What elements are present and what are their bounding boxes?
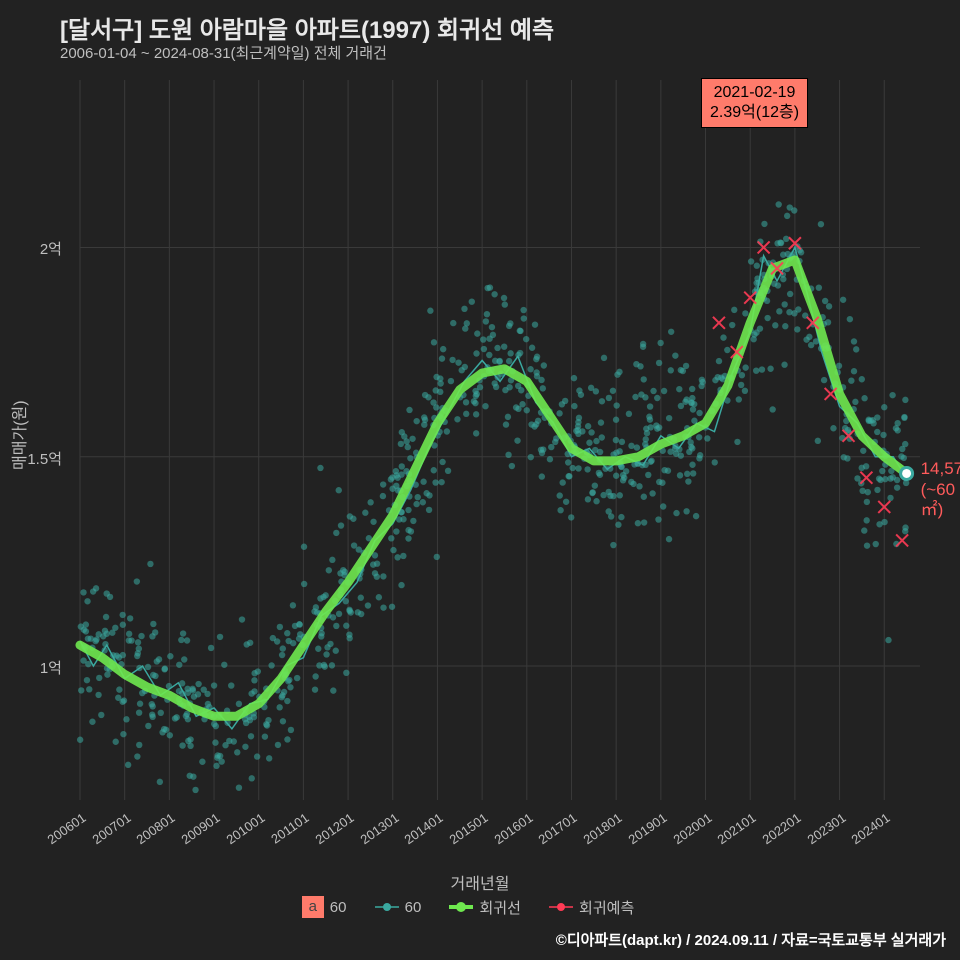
end-value-label: 14,575 (~60㎡) xyxy=(921,459,960,520)
legend-box-a: a xyxy=(302,896,324,918)
end-size: (~60㎡) xyxy=(921,480,956,519)
legend: a 60 60 회귀선 회귀예측 xyxy=(0,896,960,918)
highlight-tooltip: 2021-02-19 2.39억(12층) xyxy=(701,78,808,128)
y-tick-label: 2억 xyxy=(8,238,62,259)
legend-pred-icon xyxy=(549,900,573,914)
credit-line: ©디아파트(dapt.kr) / 2024.09.11 / 자료=국토교통부 실… xyxy=(556,929,946,950)
chart-subtitle: 2006-01-04 ~ 2024-08-31(최근계약일) 전체 거래건 xyxy=(60,42,387,63)
chart-title: [달서구] 도원 아람마을 아파트(1997) 회귀선 예측 xyxy=(60,10,554,45)
legend-a-label: 60 xyxy=(330,899,347,916)
legend-regline-icon xyxy=(449,900,473,914)
legend-regline-label: 회귀선 xyxy=(479,900,520,917)
end-value: 14,575 xyxy=(921,459,960,478)
x-axis-label: 거래년월 xyxy=(0,870,960,894)
y-tick-label: 1억 xyxy=(8,657,62,678)
tooltip-value: 2.39억(12층) xyxy=(710,103,799,123)
y-tick-label: 1.5억 xyxy=(8,448,62,469)
legend-scatter-icon xyxy=(375,900,399,914)
legend-pred-label: 회귀예측 xyxy=(579,900,634,917)
legend-scatter-label: 60 xyxy=(405,899,422,916)
tooltip-date: 2021-02-19 xyxy=(710,83,799,103)
